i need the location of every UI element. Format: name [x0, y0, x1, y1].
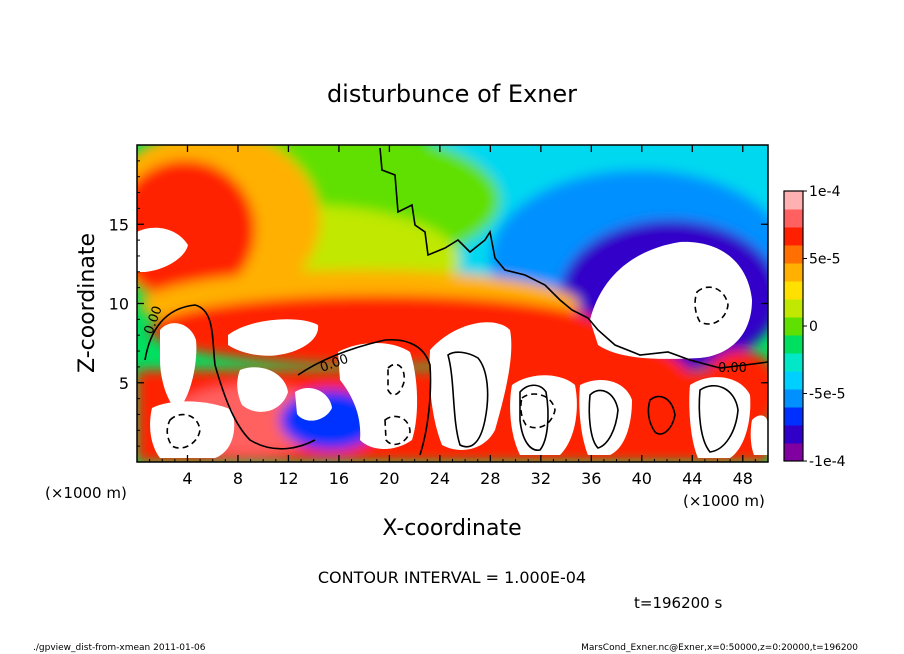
contour-negative — [694, 286, 729, 325]
contour-positive — [698, 385, 739, 453]
contour-lines — [144, 147, 768, 456]
colorbar-swatch — [784, 245, 803, 264]
white-region — [590, 241, 752, 359]
heatmap-field — [137, 145, 768, 462]
x-tick-label: 4 — [182, 469, 192, 488]
contour-positive — [647, 395, 676, 435]
white-region — [295, 387, 332, 421]
colorbar-swatch — [784, 371, 803, 390]
white-region — [237, 367, 288, 412]
contour-lines-negative — [166, 286, 729, 449]
colorbar-swatch — [784, 317, 803, 336]
contour-negative — [520, 393, 556, 429]
white-region — [689, 377, 751, 458]
x-tick-label: 32 — [531, 469, 551, 488]
colorbar-tick-label: 1e-4 — [809, 184, 841, 200]
zero-contour — [379, 147, 768, 369]
white-region — [338, 343, 418, 449]
colorbar-swatch — [784, 281, 803, 300]
zero-contour — [144, 304, 316, 450]
x-tick-label: 28 — [480, 469, 500, 488]
colorbar — [784, 191, 803, 462]
x-tick-label: 40 — [632, 469, 652, 488]
x-tick-label: 48 — [733, 469, 753, 488]
colorbar-labels: 1e-4 5e-5 0 -5e-5 -1e-4 — [803, 184, 846, 470]
chart-title: disturbunce of Exner — [327, 80, 577, 108]
zero-contour — [297, 339, 432, 456]
colorbar-swatch — [784, 353, 803, 372]
contour-interval: CONTOUR INTERVAL = 1.000E-04 — [318, 568, 586, 587]
colorbar-tick-label: -5e-5 — [809, 387, 846, 403]
colorbar-tick-label: 0 — [809, 319, 818, 335]
colorbar-swatch — [784, 209, 803, 228]
colorbar-swatch — [784, 443, 803, 462]
contour-negative — [387, 363, 406, 396]
x-axis-label: X-coordinate — [382, 516, 521, 541]
y-axis: 5 10 15 — [109, 160, 768, 447]
colorbar-swatch — [784, 263, 803, 282]
white-region — [228, 319, 319, 356]
time-label: t=196200 s — [634, 594, 722, 612]
colorbar-swatch — [784, 299, 803, 318]
white-region — [750, 415, 768, 455]
x-tick-label: 16 — [329, 469, 349, 488]
contour-negative — [166, 413, 201, 449]
y-tick-label: 15 — [109, 215, 129, 234]
footer-left: ./gpview_dist-from-xmean 2011-01-06 — [33, 643, 206, 653]
y-tick-label: 10 — [109, 295, 129, 314]
white-region — [150, 401, 235, 458]
y-tick-label: 5 — [119, 374, 129, 393]
white-region — [137, 227, 188, 272]
contour-positive — [519, 384, 549, 451]
contour-positive — [447, 351, 489, 448]
x-tick-label: 20 — [379, 469, 399, 488]
contour-negative — [384, 415, 411, 446]
x-tick-label: 12 — [278, 469, 298, 488]
colorbar-swatch — [784, 227, 803, 246]
y-axis-unit: (×1000 m) — [45, 484, 127, 502]
x-axis-unit: (×1000 m) — [683, 492, 765, 510]
contour-label: 0.00 — [718, 361, 747, 376]
colorbar-swatch — [784, 389, 803, 408]
x-axis: 4 8 12 16 20 24 28 32 36 40 44 48 — [149, 145, 756, 488]
colorbar-swatch — [784, 425, 803, 444]
colorbar-swatch — [784, 407, 803, 426]
x-tick-label: 36 — [581, 469, 601, 488]
colorbar-tick-label: 5e-5 — [809, 252, 840, 268]
footer-right: MarsCond_Exner.nc@Exner,x=0:50000,z=0:20… — [581, 643, 858, 653]
colorbar-tick-label: -1e-4 — [809, 454, 846, 470]
colorbar-swatch — [784, 191, 803, 210]
white-region — [160, 323, 197, 410]
x-tick-label: 8 — [233, 469, 243, 488]
y-axis-label: Z-coordinate — [75, 233, 100, 373]
x-tick-label: 24 — [430, 469, 450, 488]
colorbar-swatch — [784, 335, 803, 354]
x-tick-label: 44 — [682, 469, 702, 488]
contour-positive — [588, 389, 619, 449]
